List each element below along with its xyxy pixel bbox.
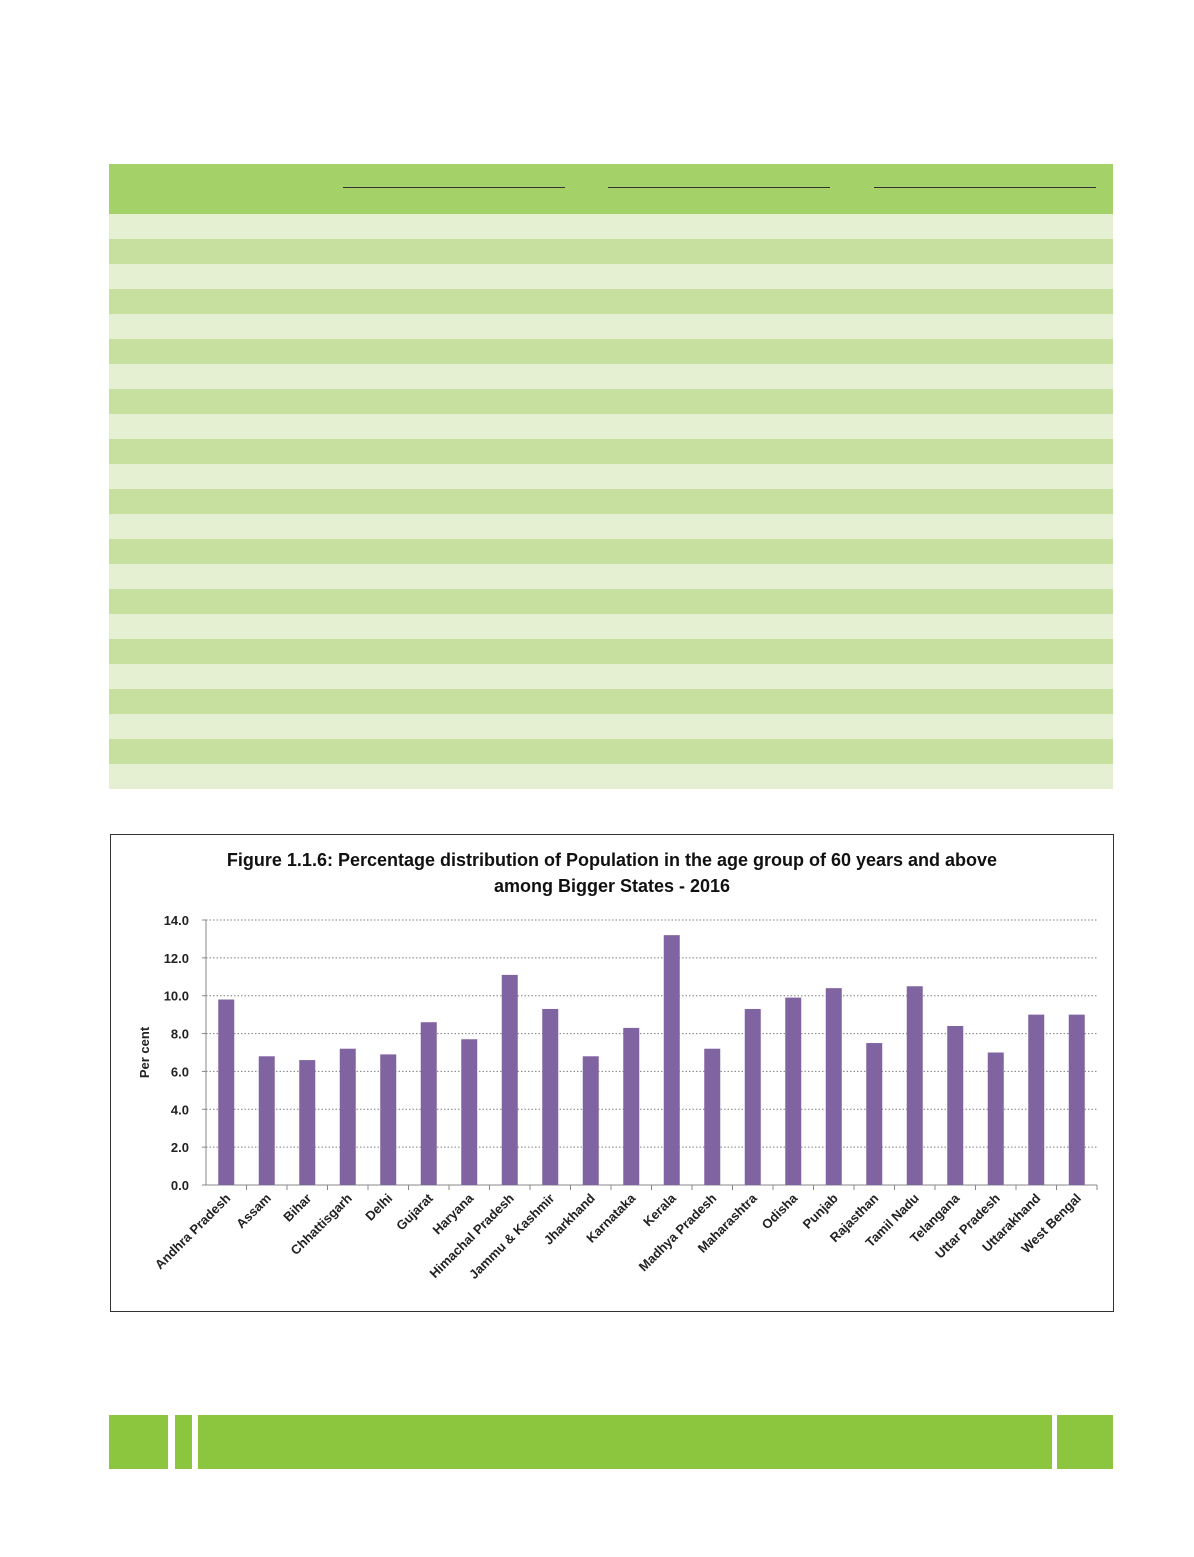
figure-title-line2: among Bigger States - 2016 [493, 876, 731, 896]
table-row [109, 289, 1113, 314]
y-tick-label: 14.0 [164, 913, 189, 928]
table-row [109, 589, 1113, 614]
table-row [109, 389, 1113, 414]
y-tick-label: 8.0 [171, 1027, 189, 1042]
table-row [109, 264, 1113, 289]
y-tick-label: 10.0 [164, 989, 189, 1004]
bar [785, 997, 802, 1185]
footer-block-left [109, 1415, 168, 1469]
y-tick-label: 6.0 [171, 1064, 189, 1079]
y-axis-label: Per cent [137, 1026, 152, 1078]
header-rule [343, 187, 565, 188]
bar [825, 988, 842, 1185]
table-row [109, 214, 1113, 239]
table-row [109, 614, 1113, 639]
x-tick-label: Assam [233, 1191, 274, 1232]
table-row [109, 489, 1113, 514]
y-tick-label: 0.0 [171, 1178, 189, 1193]
bar [623, 1027, 640, 1185]
bar [380, 1054, 397, 1185]
table-row [109, 439, 1113, 464]
bar [704, 1048, 721, 1185]
table-row [109, 539, 1113, 564]
table-row [109, 314, 1113, 339]
bar [542, 1008, 559, 1185]
x-tick-label: Delhi [362, 1191, 395, 1224]
table-body [109, 214, 1113, 789]
bar [461, 1039, 478, 1185]
footer-block-right [1057, 1415, 1113, 1469]
table-row [109, 739, 1113, 764]
figure-title-line1: Figure 1.1.6: Percentage distribution of… [226, 850, 998, 870]
table-row [109, 339, 1113, 364]
table-row [109, 364, 1113, 389]
bar [299, 1060, 316, 1185]
table-row [109, 689, 1113, 714]
footer-bar-main [198, 1415, 1052, 1469]
x-tick-label: Bihar [280, 1191, 314, 1225]
bar [987, 1052, 1004, 1185]
table-header [109, 164, 1113, 214]
table-row [109, 639, 1113, 664]
table-row [109, 239, 1113, 264]
bar [947, 1026, 964, 1185]
bar [1068, 1014, 1085, 1185]
table-row [109, 764, 1113, 789]
table-row [109, 564, 1113, 589]
bar [420, 1022, 437, 1185]
bar [744, 1008, 761, 1185]
header-rule [874, 187, 1096, 188]
data-table [109, 164, 1113, 789]
figure-box: Figure 1.1.6: Percentage distribution of… [110, 834, 1114, 1312]
bar [1028, 1014, 1045, 1185]
y-tick-label: 2.0 [171, 1140, 189, 1155]
bar [906, 986, 923, 1185]
x-tick-label: Andhra Pradesh [152, 1190, 234, 1272]
table-row [109, 714, 1113, 739]
bar [663, 935, 680, 1185]
bar [339, 1048, 356, 1185]
bar-chart: 0.0 2.0 4.0 6.0 8.0 10.0 12.0 14.0 Per cent Andhr… [137, 913, 1098, 1282]
bar [218, 999, 235, 1185]
table-row [109, 664, 1113, 689]
bar [582, 1056, 599, 1185]
x-tick-label: Odisha [759, 1190, 801, 1232]
table-row [109, 464, 1113, 489]
table-row [109, 414, 1113, 439]
header-rule [608, 187, 830, 188]
bar [501, 974, 518, 1185]
bar [866, 1043, 883, 1185]
bar [258, 1056, 275, 1185]
footer-block-small [175, 1415, 192, 1469]
table-row [109, 514, 1113, 539]
y-tick-label: 12.0 [164, 951, 189, 966]
y-tick-label: 4.0 [171, 1102, 189, 1117]
x-tick-label: Kerala [640, 1190, 679, 1229]
